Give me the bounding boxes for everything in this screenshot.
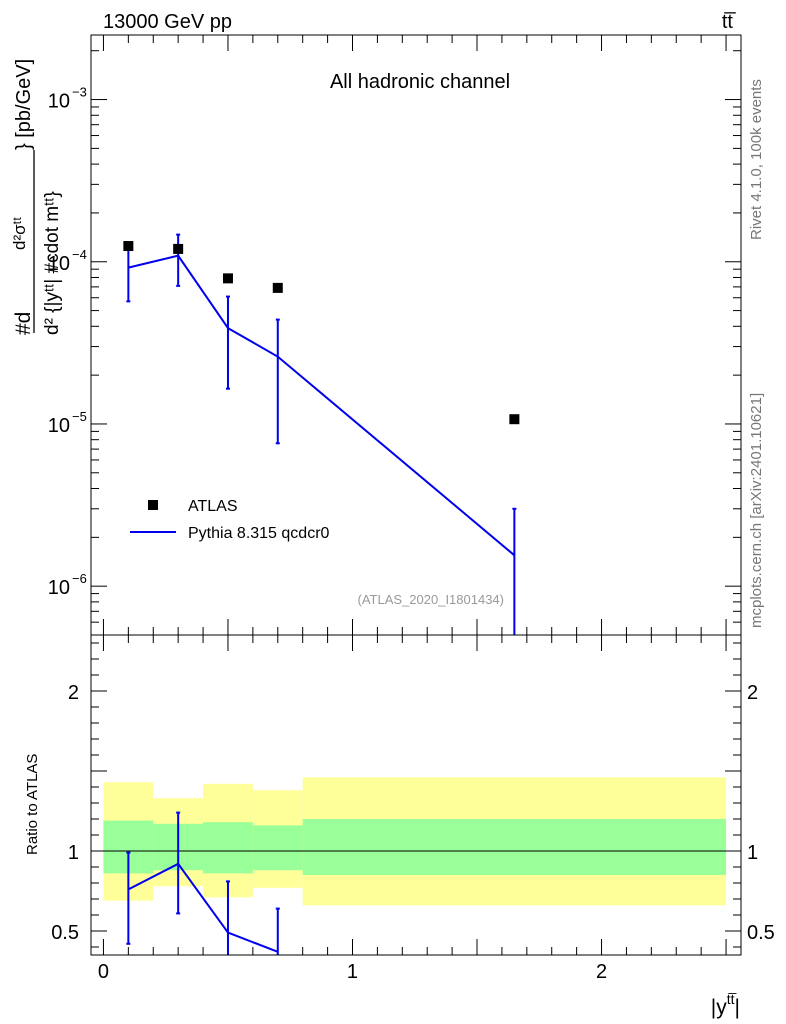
- ratio-line: [127, 862, 279, 953]
- ratio-ylabel: Ratio to ATLAS: [24, 754, 41, 855]
- ratio-y-tick-label-right: 2: [747, 682, 758, 704]
- watermark: (ATLAS_2020_I1801434): [358, 592, 504, 607]
- y-tick-label-exp: −5: [72, 409, 87, 424]
- ratio-y-tick-label: 1: [68, 842, 79, 864]
- xlabel-sup: tt̅: [727, 991, 738, 1007]
- atlas-marker: [222, 273, 233, 284]
- pythia-line: [128, 254, 516, 557]
- ratio-band-inner: [203, 822, 253, 874]
- y-tick-label: 10: [48, 253, 70, 275]
- ratio-band-inner: [252, 825, 303, 871]
- ratio-y-tick-label-right: 1: [747, 842, 758, 864]
- xlabel-end: |: [735, 996, 740, 1019]
- ratio-frame: [90, 634, 742, 956]
- header-process: tt̅: [722, 11, 736, 33]
- main-title: All hadronic channel: [330, 71, 510, 93]
- y-tick-label: 10: [48, 415, 70, 437]
- ylabel-unit: } [pb/GeV]: [13, 59, 35, 150]
- x-tick-label: 1: [347, 961, 358, 983]
- y-tick-label: 10: [48, 577, 70, 599]
- legend-atlas-label: ATLAS: [188, 498, 238, 515]
- header-energy: 13000 GeV pp: [103, 11, 232, 33]
- main-ylabel: #d d²σᵗᵗ d² {|yᵗᵗ| #cdot mᵗᵗ} } [pb/GeV]: [10, 59, 63, 335]
- legend-pythia-label: Pythia 8.315 qcdcr0: [188, 525, 330, 542]
- ratio-band-inner: [302, 819, 727, 875]
- ratio-y-tick-label: 0.5: [51, 922, 79, 944]
- atlas-marker: [123, 241, 134, 252]
- rivet-label: Rivet 4.1.0, 100k events: [748, 79, 765, 240]
- x-tick-label: 2: [596, 961, 607, 983]
- ratio-y-tick-label-right: 0.5: [747, 922, 775, 944]
- main-frame: [90, 34, 742, 636]
- y-tick-label-exp: −6: [72, 571, 87, 586]
- legend-atlas-marker: [148, 500, 158, 510]
- x-axis-label: |ytt̅|: [711, 991, 740, 1019]
- y-tick-label-exp: −3: [72, 85, 87, 100]
- mcplots-label: mcplots.cern.ch [arXiv:2401.10621]: [748, 393, 765, 628]
- y-tick-label: 10: [48, 91, 70, 113]
- x-tick-label: 0: [98, 961, 109, 983]
- ylabel-denominator: d² {|yᵗᵗ| #cdot mᵗᵗ}: [42, 191, 63, 335]
- y-tick-label-exp: −4: [72, 247, 87, 262]
- main-panel: 10−610−510−410−3: [48, 35, 741, 636]
- ratio-y-tick-label: 2: [68, 682, 79, 704]
- atlas-marker: [509, 414, 520, 425]
- legend: ATLAS Pythia 8.315 qcdcr0: [130, 498, 330, 542]
- ratio-panel: 0.5 0.5 1 1 2 2 0 1 2: [51, 635, 775, 983]
- xlabel-base: |y: [711, 996, 727, 1019]
- atlas-marker: [272, 282, 283, 293]
- ylabel-numerator: d²σᵗᵗ: [10, 217, 29, 250]
- atlas-marker: [173, 243, 184, 254]
- ylabel-prefix: #d: [12, 312, 35, 335]
